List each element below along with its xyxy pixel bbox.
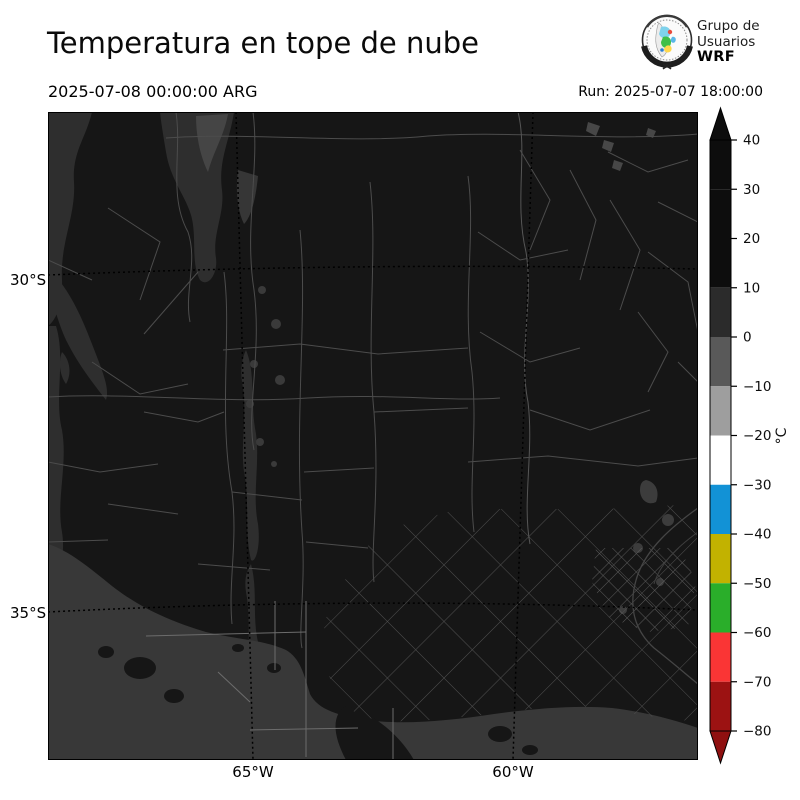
valid-time-label: 2025-07-08 00:00:00 ARG <box>48 82 258 101</box>
map-canvas <box>48 112 698 760</box>
colorbar-tick-label: 0 <box>743 330 752 346</box>
colorbar-tick-label: −20 <box>743 428 772 444</box>
colorbar-tick-labels: 40 30 20 10 0 −10 −20 −30 −40 −50 −60 −7… <box>743 133 772 740</box>
run-time-label: Run: 2025-07-07 18:00:00 <box>578 84 763 100</box>
colorbar-tick-label: −40 <box>743 527 772 543</box>
gridline-30s <box>48 265 698 276</box>
colorbar-tick-label: −50 <box>743 576 772 592</box>
colorbar-segment <box>710 337 731 387</box>
band-boundaries <box>145 601 394 760</box>
colorbar-tick-label: 10 <box>743 280 760 296</box>
logo-text: Grupo de Usuarios WRF <box>697 18 760 66</box>
colorbar-segments <box>710 140 731 731</box>
page-title: Temperatura en tope de nube <box>47 26 479 60</box>
gridline-65w <box>235 112 254 760</box>
logo-text-line2: Usuarios <box>697 33 756 50</box>
coastline <box>632 507 698 685</box>
logo-text-wrf: WRF <box>697 49 735 65</box>
map-frame <box>48 112 698 760</box>
colorbar-segment <box>710 534 731 584</box>
lon-label-65w: 65°W <box>232 763 274 781</box>
cloud-shading-layer <box>48 112 698 760</box>
colorbar-tick-label: 20 <box>743 231 760 247</box>
colorbar-ticks <box>731 139 737 732</box>
lat-label-30s: 30°S <box>10 271 47 289</box>
colorbar-tick-label: −10 <box>743 379 772 395</box>
colorbar-tick-label: −30 <box>743 477 772 493</box>
colorbar-segment <box>710 287 731 337</box>
colorbar-under-arrow <box>709 730 732 765</box>
colorbar-tick-label: −80 <box>743 724 772 740</box>
colorbar-over-arrow <box>709 106 732 141</box>
colorbar-segment <box>710 632 731 682</box>
colorbar-tick-label: −60 <box>743 625 772 641</box>
lon-label-60w: 60°W <box>492 763 534 781</box>
admin-boundaries-layer <box>48 112 698 649</box>
gridline-60w <box>512 112 534 760</box>
colorbar: 40 30 20 10 0 −10 −20 −30 −40 −50 −60 −7… <box>709 106 790 765</box>
colorbar-segment <box>710 140 731 190</box>
lat-label-35s: 35°S <box>10 604 47 622</box>
colorbar-segment <box>710 386 731 436</box>
colorbar-tick-label: −70 <box>743 674 772 690</box>
colorbar-segment <box>710 189 731 239</box>
wrf-globe-logo-icon <box>641 14 693 70</box>
colorbar-segment <box>710 583 731 633</box>
colorbar-unit-label: °C <box>774 427 790 444</box>
gridline-35s <box>48 602 698 613</box>
colorbar-segment <box>710 681 731 731</box>
partido-lattice-fine <box>592 548 696 632</box>
graticule-layer <box>48 112 698 760</box>
estuary-line <box>653 531 698 585</box>
colorbar-segment <box>710 435 731 485</box>
colorbar-tick-label: 40 <box>743 133 760 149</box>
colorbar-tick-label: 30 <box>743 182 760 198</box>
colorbar-segment <box>710 238 731 288</box>
logo-text-line1: Grupo de <box>697 18 760 34</box>
colorbar-segment <box>710 484 731 534</box>
